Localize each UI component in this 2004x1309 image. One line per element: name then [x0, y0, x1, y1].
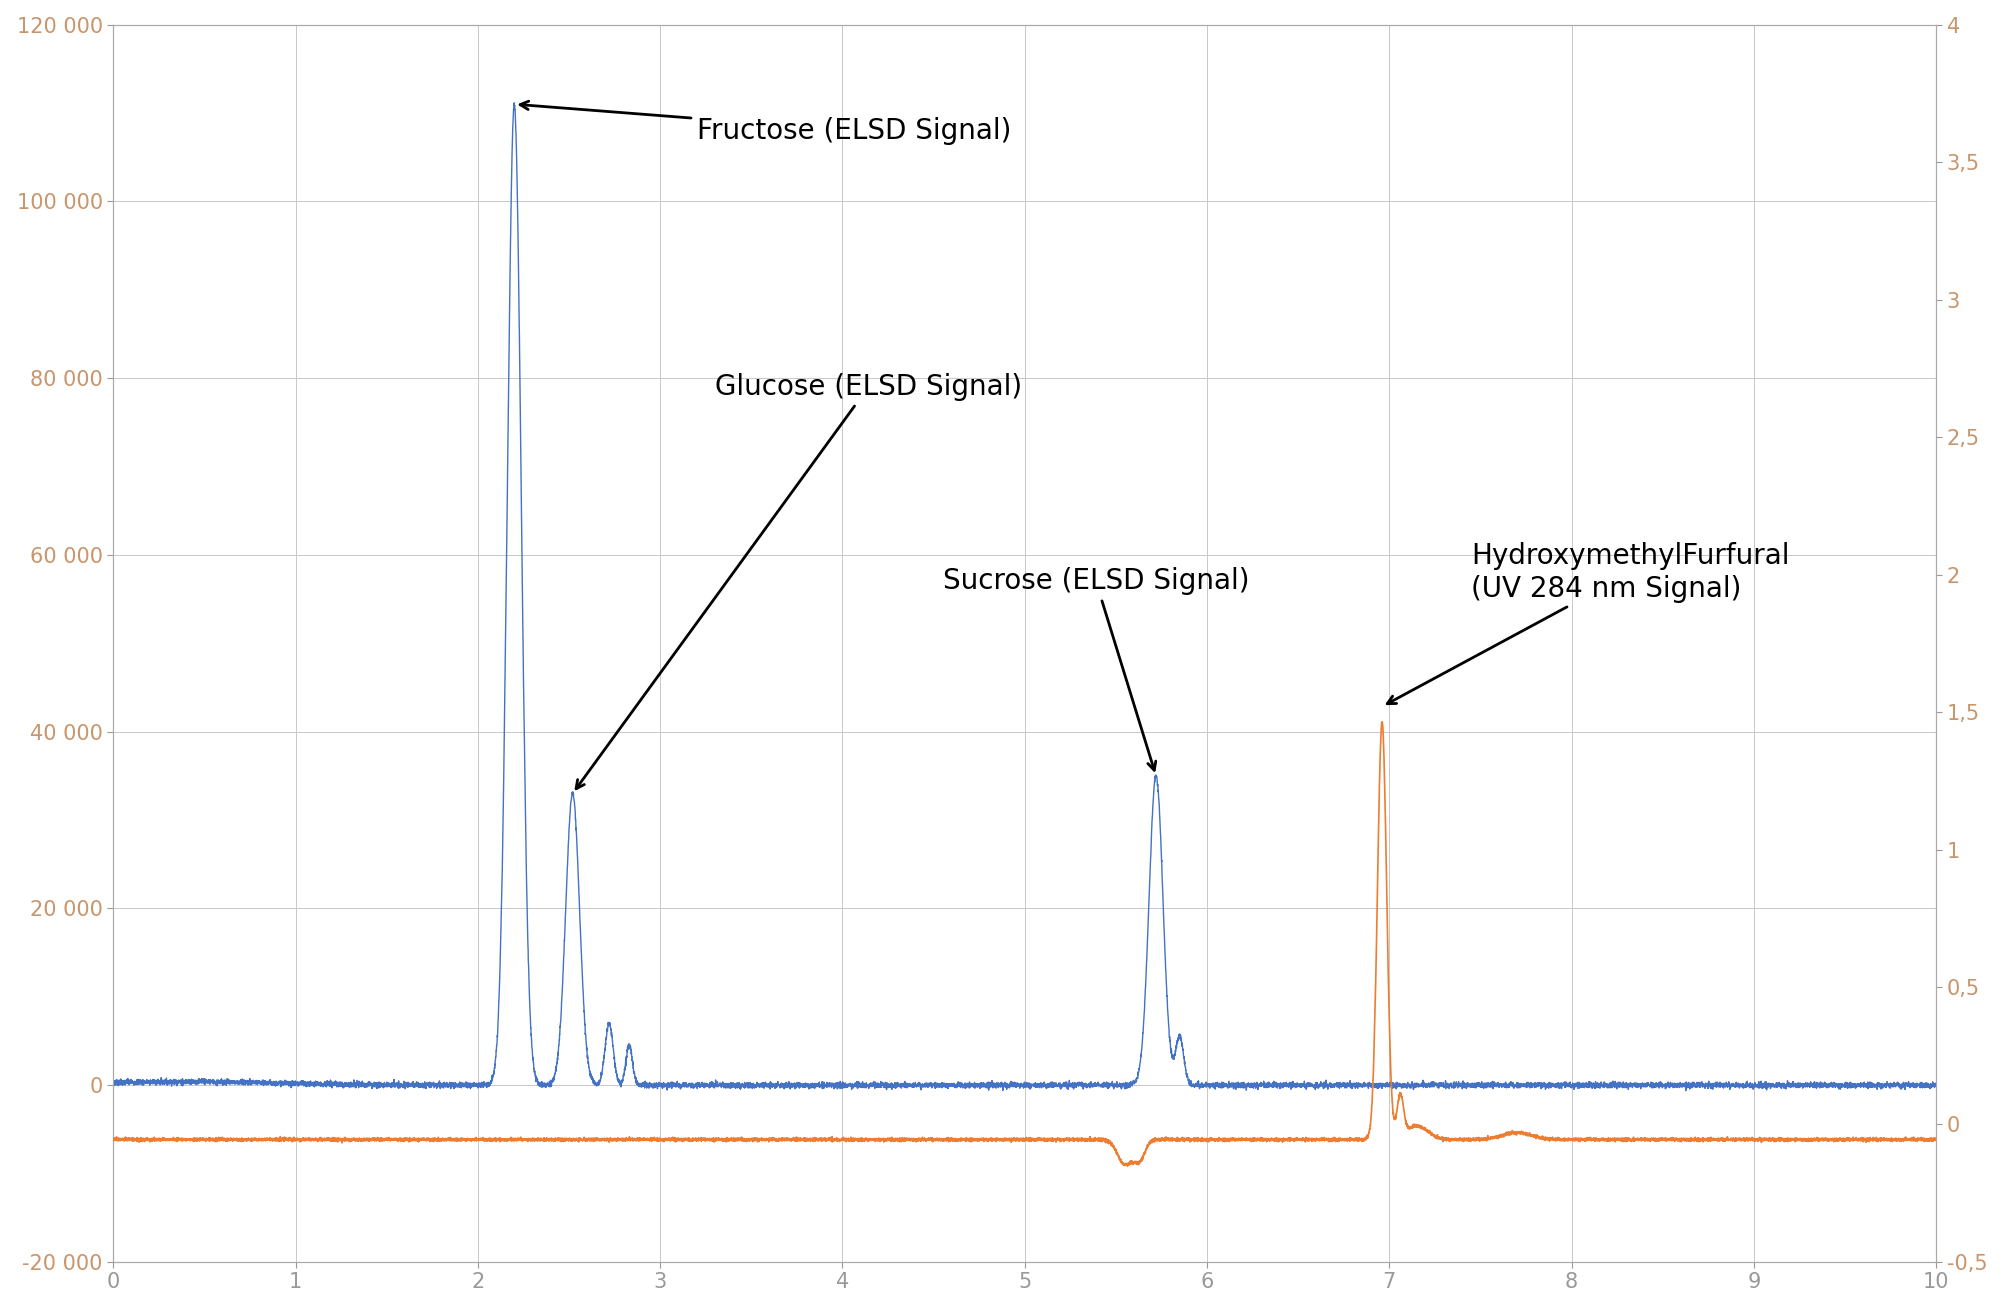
Text: Fructose (ELSD Signal): Fructose (ELSD Signal)	[521, 101, 1010, 145]
Text: HydroxymethylFurfural
(UV 284 nm Signal): HydroxymethylFurfural (UV 284 nm Signal)	[1387, 542, 1790, 704]
Text: Glucose (ELSD Signal): Glucose (ELSD Signal)	[575, 373, 1022, 789]
Text: Sucrose (ELSD Signal): Sucrose (ELSD Signal)	[942, 567, 1248, 770]
